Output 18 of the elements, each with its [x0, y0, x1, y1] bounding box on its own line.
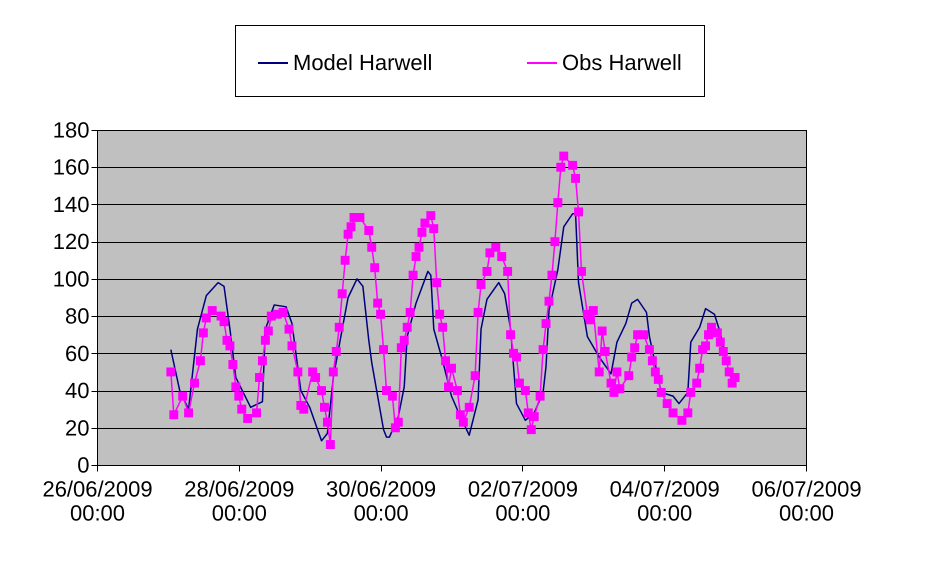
y-tick-label: 160 — [52, 154, 90, 180]
legend-label: Obs Harwell — [562, 50, 682, 75]
x-tick-label: 28/06/2009 00:00 — [184, 476, 294, 526]
x-tick-label: 26/06/2009 00:00 — [42, 476, 153, 526]
y-tick-label: 60 — [65, 340, 90, 366]
y-tick-label: 40 — [65, 378, 90, 404]
y-tick-label: 0 — [77, 452, 90, 478]
legend-label: Model Harwell — [293, 50, 432, 75]
x-tick-label: 04/07/2009 00:00 — [610, 476, 720, 526]
y-tick-label: 100 — [52, 266, 90, 292]
y-tick-label: 80 — [65, 304, 90, 329]
y-tick-label: 120 — [52, 229, 90, 254]
y-tick-label: 180 — [52, 118, 90, 142]
y-tick-label: 140 — [52, 192, 90, 217]
x-tick-label: 30/06/2009 00:00 — [326, 476, 436, 526]
y-tick-label: 20 — [65, 415, 90, 440]
x-tick-label: 06/07/2009 00:00 — [751, 476, 862, 526]
x-tick-label: 02/07/2009 00:00 — [468, 476, 578, 526]
